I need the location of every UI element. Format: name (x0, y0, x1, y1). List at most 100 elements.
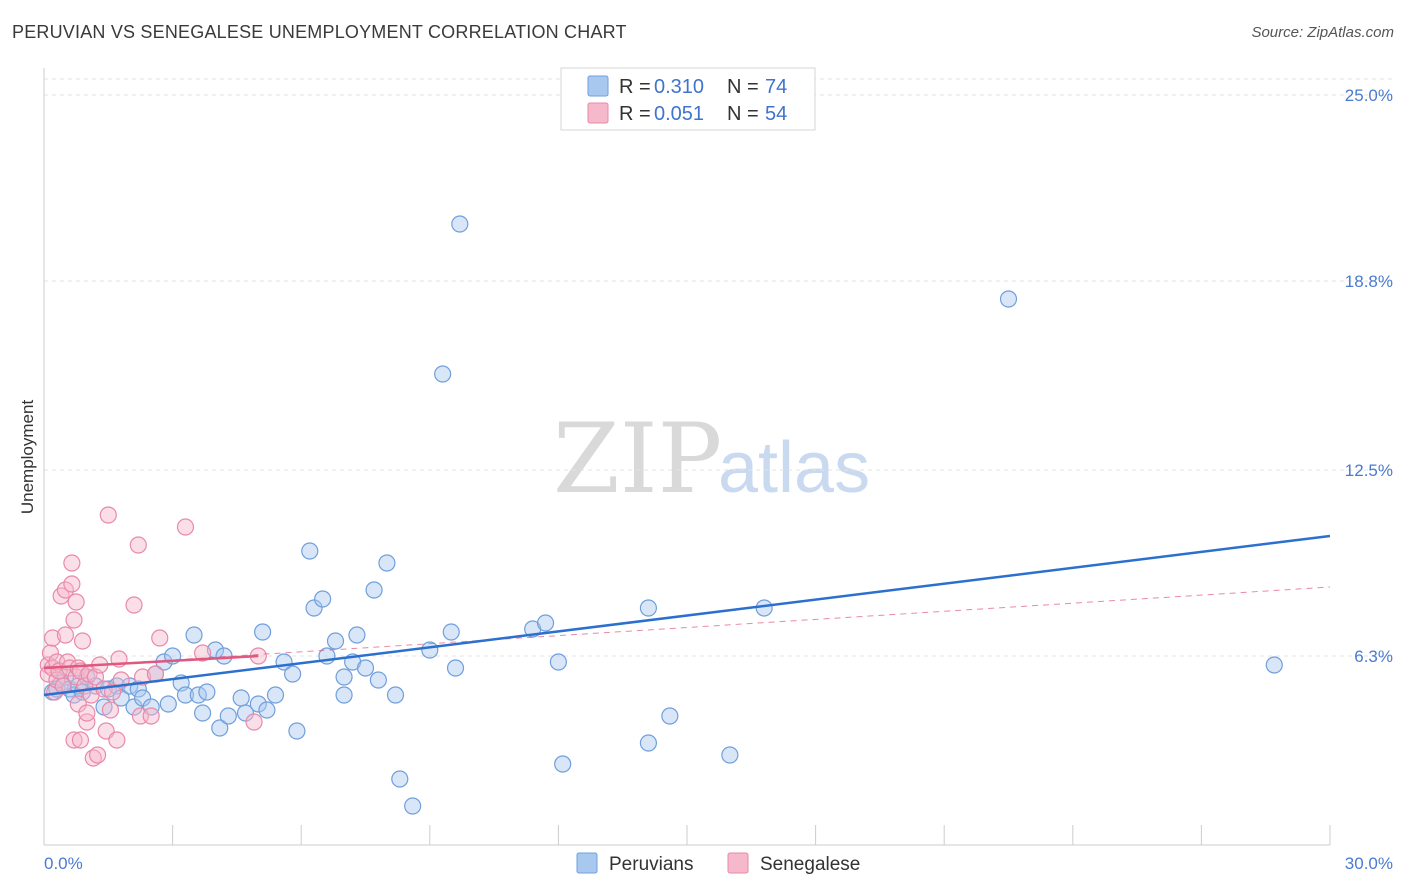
peruvians-point (369, 671, 387, 689)
senegalese-point (194, 644, 212, 662)
bottom-legend-peruvians-swatch (576, 852, 598, 874)
legend-senegalese-r-label: R = (619, 103, 651, 125)
series-peruvians-points (43, 215, 1283, 815)
senegalese-point (101, 701, 120, 719)
senegalese-point (54, 677, 72, 695)
peruvians-point (365, 581, 383, 599)
senegalese-point (56, 581, 75, 599)
legend-peruvians-swatch (587, 75, 609, 97)
peruvians-point (266, 686, 285, 704)
chart-title: PERUVIAN VS SENEGALESE UNEMPLOYMENT CORR… (12, 22, 627, 42)
peruvians-point (232, 689, 250, 707)
trend-lines (43, 534, 1331, 697)
peruvians-point (348, 626, 366, 644)
peruvians-point (721, 746, 739, 764)
bottom-legend-senegalese-swatch (727, 852, 749, 874)
peruvians-point (661, 707, 679, 725)
senegalese-point (41, 644, 60, 662)
peruvians-point (335, 686, 353, 704)
senegalese-point (88, 746, 107, 764)
senegalese-point (43, 629, 62, 647)
peruvians-point (249, 695, 267, 713)
peruvians-point (446, 659, 465, 677)
peruvians-point (451, 215, 469, 233)
x-tick-label-max: 30.0% (1345, 854, 1393, 873)
senegalese-point (78, 704, 96, 722)
legend-box: R = 0.310 N = 74 R = 0.051 N = 54 (560, 67, 816, 131)
peruvians-point (554, 755, 572, 773)
peruvians-point (421, 641, 439, 659)
peruvians-point (442, 623, 460, 641)
peruvians-point (536, 614, 555, 632)
y-tick-label: 12.5% (1345, 461, 1393, 480)
peruvians-point (288, 722, 306, 740)
peruvians-point (335, 668, 353, 686)
peruvians-point (639, 599, 658, 617)
senegalese-point (245, 713, 263, 731)
senegalese-point (63, 575, 81, 593)
peruvians-point (386, 686, 405, 704)
senegalese-point (65, 731, 83, 749)
senegalese-point (71, 731, 90, 749)
senegalese-point (78, 713, 96, 731)
senegalese-point (108, 731, 126, 749)
peruvians-point (755, 599, 773, 617)
peruvians-point (1265, 656, 1283, 674)
peruvians-point (549, 653, 568, 671)
senegalese-point (69, 695, 87, 713)
senegalese-point (142, 707, 160, 725)
source-label: Source: ZipAtlas.com (1251, 24, 1394, 41)
peruvians-point (125, 698, 143, 716)
series-senegalese-points (39, 506, 267, 767)
legend-senegalese-n-value: 54 (765, 103, 787, 125)
peruvians-point (999, 290, 1018, 308)
peruvians-point (314, 590, 332, 608)
peruvians-point (305, 599, 323, 617)
peruvians-point (284, 665, 302, 683)
peruvians-point (211, 719, 229, 737)
senegalese-point (176, 518, 195, 536)
senegalese-point (63, 554, 81, 572)
peruvians-point (254, 623, 272, 641)
peruvians-point (404, 797, 422, 815)
bottom-legend: Peruvians Senegalese (576, 852, 860, 875)
legend-peruvians-r-value: 0.310 (654, 76, 704, 98)
y-axis-title: Unemployment (18, 400, 37, 515)
legend-senegalese-r-value: 0.051 (654, 103, 704, 125)
peruvians-point (176, 686, 195, 704)
senegalese-point (67, 593, 85, 611)
peruvians-point (356, 659, 375, 677)
y-tick-labels: 6.3% 12.5% 18.8% 25.0% (1345, 86, 1393, 666)
peruvians-point (391, 770, 409, 788)
senegalese-point (151, 629, 169, 647)
peruvians-point (378, 554, 396, 572)
legend-senegalese-swatch (587, 102, 609, 124)
legend-senegalese-n-label: N = (727, 103, 759, 125)
peruvians-point (185, 626, 203, 644)
legend-peruvians-n-label: N = (727, 76, 759, 98)
peruvians-point (198, 683, 216, 701)
x-tick-label-min: 0.0% (44, 854, 83, 873)
watermark-zip: ZIP (553, 403, 722, 515)
peruvians-point (194, 704, 212, 722)
peruvians-point (639, 734, 658, 752)
peruvians-point (159, 695, 177, 713)
senegalese-trend-extended (43, 586, 1331, 669)
peruvians-point (301, 542, 319, 560)
senegalese-point (133, 668, 152, 686)
y-tick-label: 25.0% (1345, 86, 1393, 105)
senegalese-trend-line (43, 654, 259, 670)
peruvians-point (219, 707, 237, 725)
legend-peruvians-n-value: 74 (765, 76, 787, 98)
gridlines (44, 78, 1393, 657)
senegalese-point (65, 611, 83, 629)
peruvians-point (326, 632, 345, 650)
senegalese-point (69, 659, 87, 677)
peruvians-point (133, 689, 152, 707)
peruvians-point (434, 365, 452, 383)
peruvians-point (215, 647, 233, 665)
senegalese-point (56, 626, 75, 644)
peruvians-point (236, 704, 255, 722)
senegalese-point (129, 536, 147, 554)
legend-peruvians-r-label: R = (619, 76, 651, 98)
